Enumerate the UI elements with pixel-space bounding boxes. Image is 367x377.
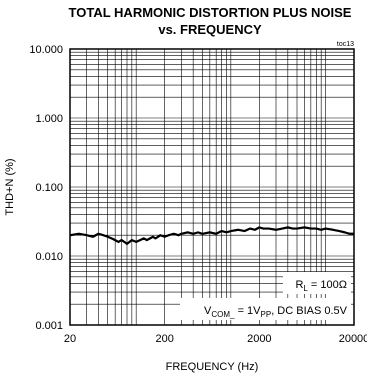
vcom-rest: , DC BIAS 0.5V <box>271 305 347 317</box>
x-tick-label: 2000 <box>247 333 271 345</box>
series <box>69 226 354 245</box>
rl-sub: L <box>303 284 308 293</box>
vcom-annotation: VCOM_ = 1VPP, DC BIAS 0.5V <box>204 305 348 319</box>
x-tick-label: 20000 <box>339 333 367 345</box>
y-axis-label: THD+N (%) <box>4 158 16 215</box>
figure-code: toc13 <box>337 41 354 48</box>
vcom-mid: = 1V <box>235 305 262 317</box>
vcom-annotation-bg <box>180 298 351 320</box>
rl-main: R <box>295 279 303 291</box>
vcom-sub: COM_ <box>211 310 235 319</box>
x-tick-labels: 20 200 2000 20000 <box>64 333 367 345</box>
y-tick-label: 0.010 <box>35 251 63 263</box>
vcom-main: V <box>204 305 212 317</box>
rl-annotation: RL = 100Ω <box>295 279 347 293</box>
chart-title-line1: TOTAL HARMONIC DISTORTION PLUS NOISE <box>69 5 352 20</box>
plot-frame <box>69 48 355 326</box>
x-tick-label: 20 <box>64 333 76 345</box>
x-tick-label: 200 <box>155 333 173 345</box>
y-tick-label: 0.001 <box>35 320 63 332</box>
y-tick-labels: 10.000 1.000 0.100 0.010 0.001 <box>29 44 63 332</box>
annotation-box: RL = 100Ω VCOM_ = 1VPP, DC BIAS 0.5V <box>180 272 351 320</box>
rl-rest: = 100Ω <box>308 279 347 291</box>
y-tick-label: 1.000 <box>35 113 63 125</box>
chart-title-line2: vs. FREQUENCY <box>158 22 262 37</box>
vcom-sub2: PP <box>261 310 272 319</box>
rl-annotation-bg <box>283 272 351 294</box>
y-tick-label: 10.000 <box>29 44 63 56</box>
x-axis-label: FREQUENCY (Hz) <box>166 361 259 373</box>
y-tick-label: 0.100 <box>35 182 63 194</box>
series-line <box>69 226 354 245</box>
